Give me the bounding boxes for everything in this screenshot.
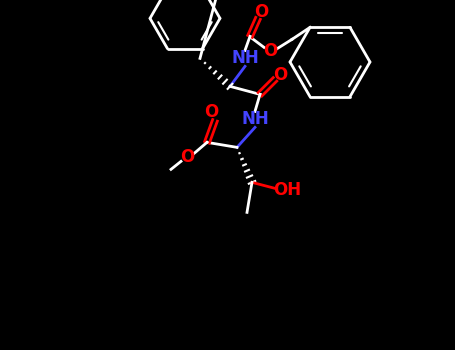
Text: O: O (254, 4, 268, 21)
Text: NH: NH (241, 110, 269, 128)
Text: NH: NH (231, 49, 259, 67)
Text: O: O (263, 42, 277, 60)
Text: O: O (204, 103, 218, 121)
Text: O: O (180, 148, 194, 166)
Text: O: O (273, 66, 287, 84)
Text: OH: OH (273, 181, 301, 200)
